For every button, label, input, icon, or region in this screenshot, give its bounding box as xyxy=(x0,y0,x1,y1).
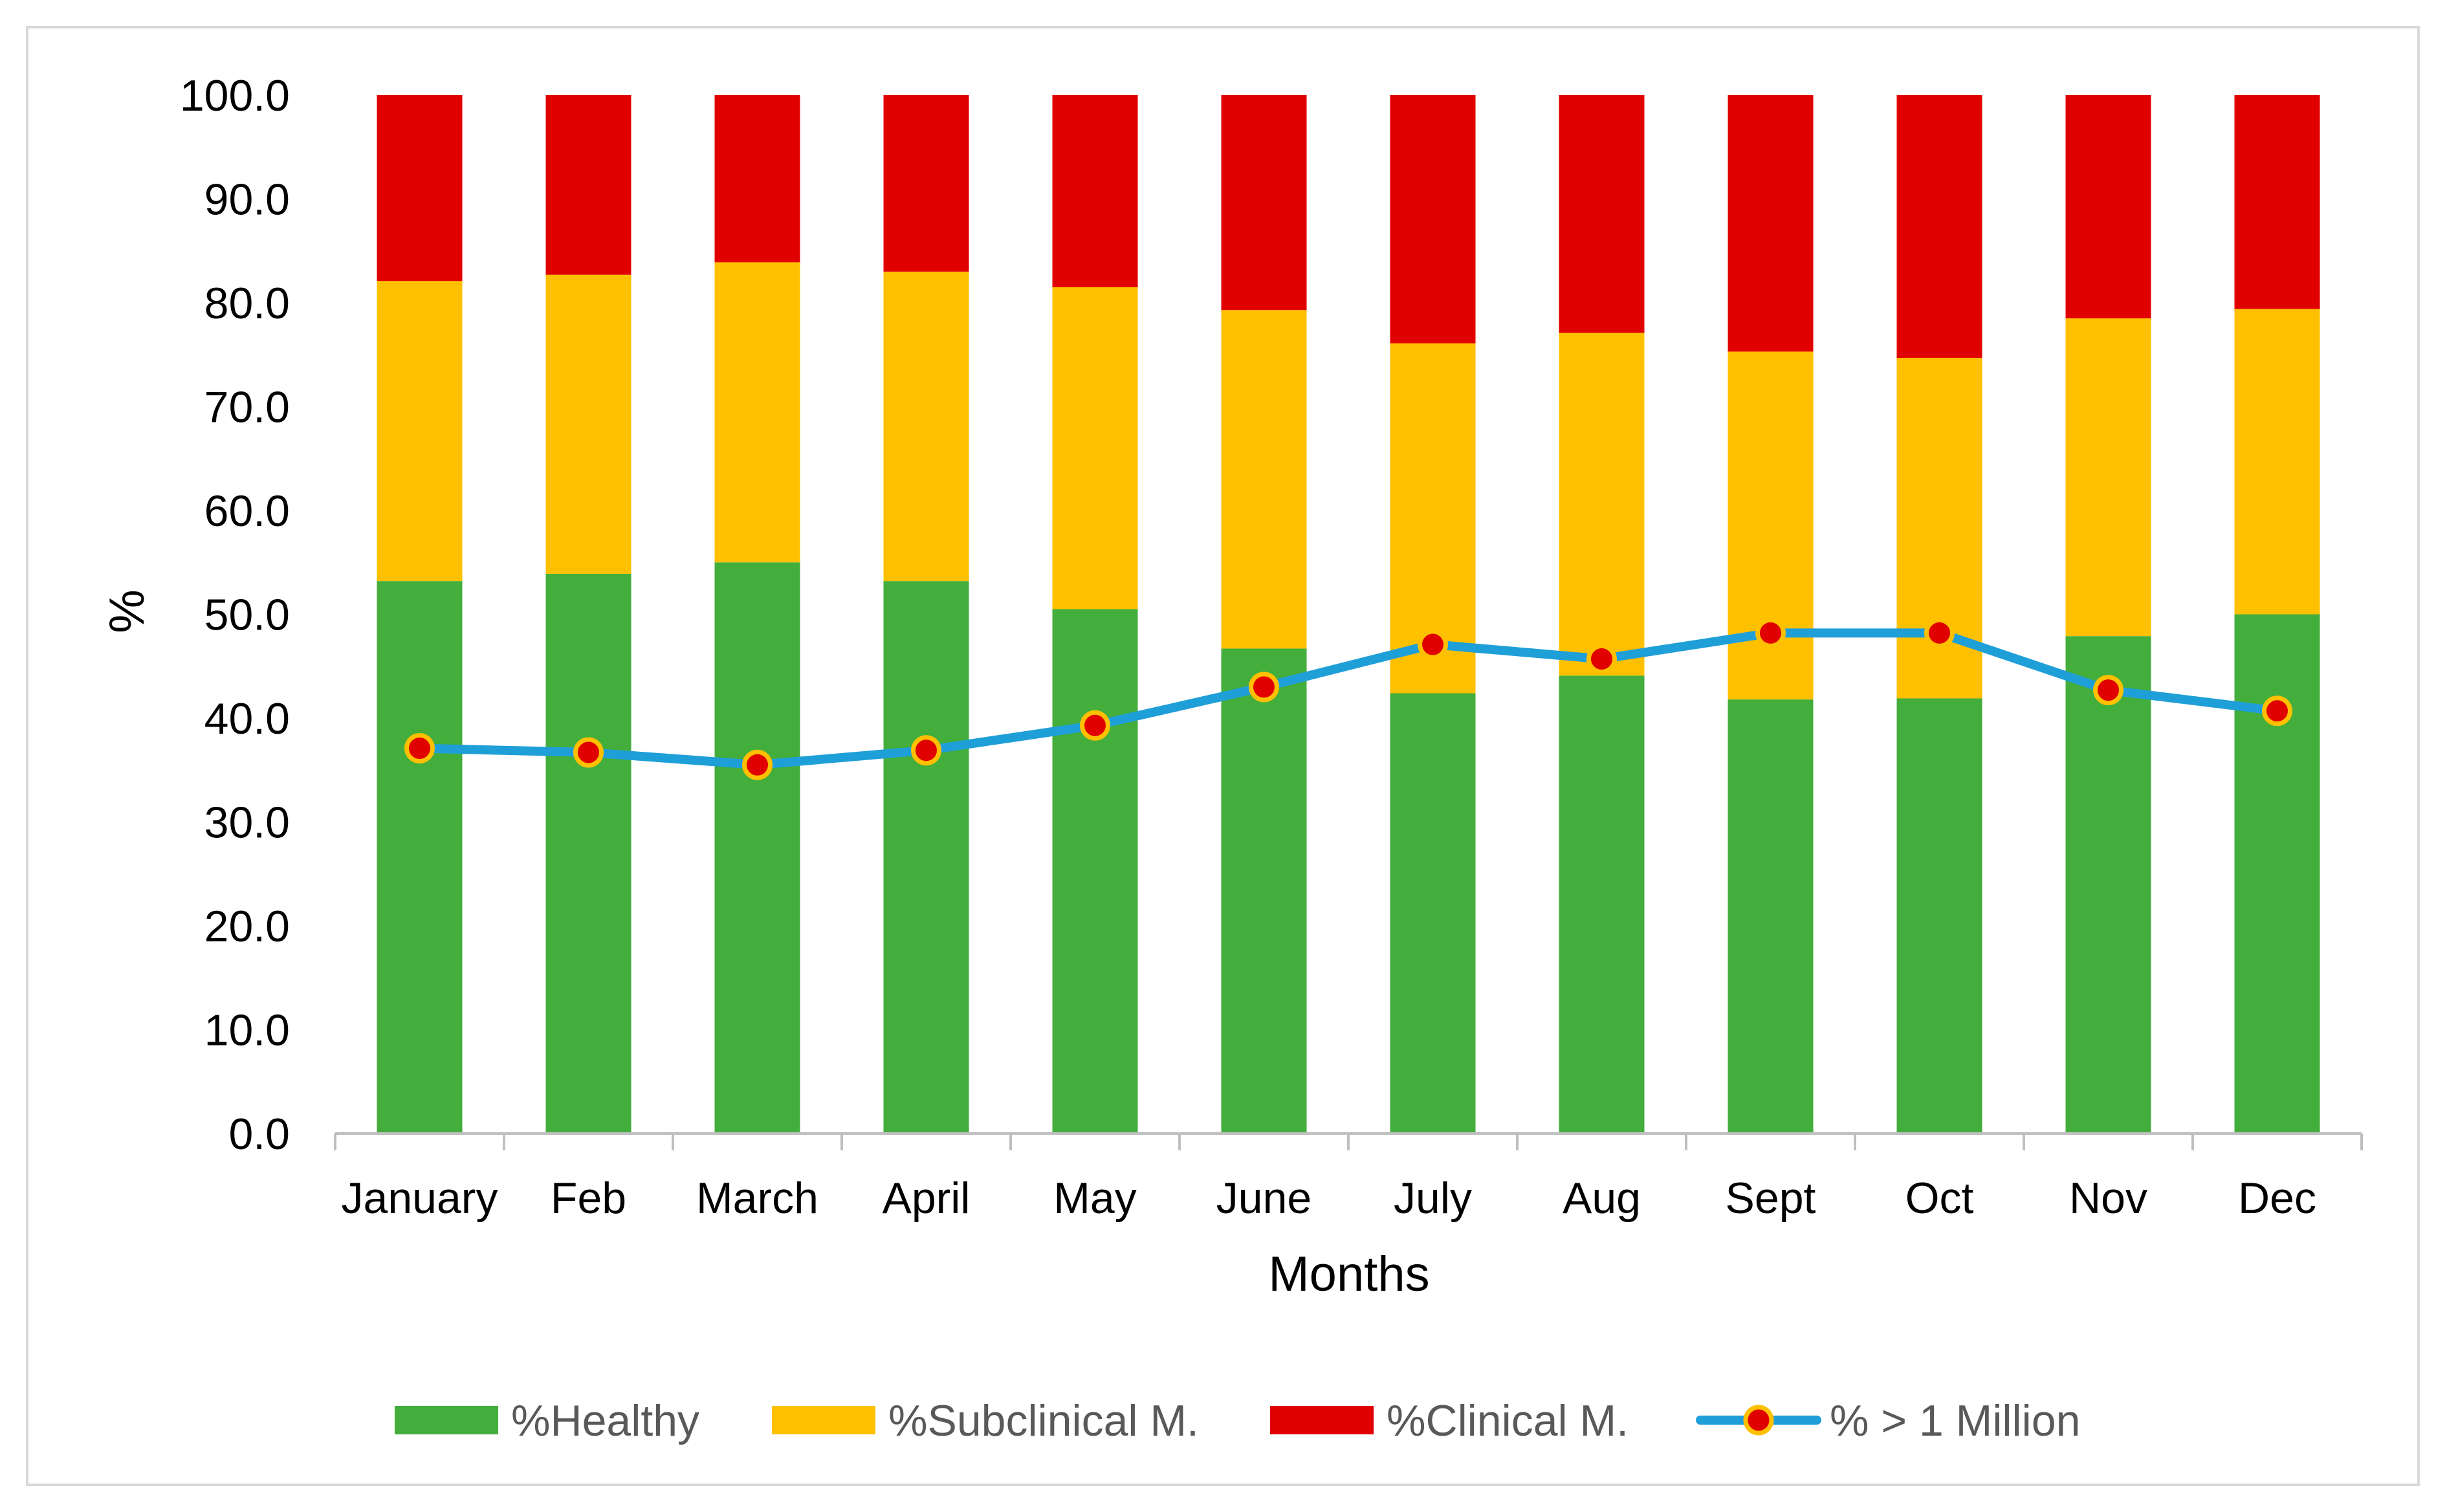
legend-label-1-million: % > 1 Million xyxy=(1830,1396,2080,1445)
x-tick-label-april: April xyxy=(882,1174,970,1223)
bar-clinical-m-may xyxy=(1052,95,1138,287)
legend-swatch-healthy xyxy=(395,1406,498,1434)
y-tick-label: 0.0 xyxy=(228,1110,290,1159)
bar-subclinical-m-march xyxy=(714,262,800,563)
bar-subclinical-m-april xyxy=(883,271,969,582)
bar-healthy-may xyxy=(1052,609,1138,1134)
y-tick-label: 90.0 xyxy=(204,175,290,225)
bar-healthy-feb xyxy=(545,573,631,1134)
x-tick-label-july: July xyxy=(1394,1174,1472,1223)
bar-clinical-m-july xyxy=(1390,95,1476,344)
x-tick-label-feb: Feb xyxy=(551,1174,626,1223)
bar-healthy-sept xyxy=(1728,699,1814,1134)
marker-1-million-nov xyxy=(2093,675,2123,706)
y-tick-label: 70.0 xyxy=(204,383,290,432)
y-tick-label: 40.0 xyxy=(204,694,290,743)
y-tick-label: 20.0 xyxy=(204,902,290,951)
bar-healthy-oct xyxy=(1896,698,1982,1134)
bar-clinical-m-oct xyxy=(1896,95,1982,358)
bar-subclinical-m-january xyxy=(377,281,463,582)
legend: %Healthy %Subclinical M. %Clinical M. % > 1… xyxy=(395,1396,2080,1445)
x-tick-label-nov: Nov xyxy=(2069,1174,2147,1223)
legend-marker-1-million xyxy=(1743,1405,1774,1436)
bars-layer xyxy=(377,95,2320,1134)
line-1-million xyxy=(415,628,2282,770)
axes-layer xyxy=(334,1132,2363,1150)
marker-1-million-july xyxy=(1418,629,1448,660)
bar-clinical-m-january xyxy=(377,95,463,281)
bar-healthy-january xyxy=(377,581,463,1134)
marker-1-million-april xyxy=(911,735,941,766)
bar-subclinical-m-feb xyxy=(545,274,631,574)
marker-1-million-dec xyxy=(2262,696,2292,727)
bar-healthy-aug xyxy=(1559,675,1645,1134)
marker-1-million-may xyxy=(1080,710,1110,741)
x-tick-label-march: March xyxy=(696,1174,818,1223)
bar-subclinical-m-nov xyxy=(2065,318,2151,637)
y-axis-title: % xyxy=(100,589,155,633)
bar-healthy-dec xyxy=(2234,614,2320,1134)
legend-label-clinical-m: %Clinical M. xyxy=(1387,1396,1629,1445)
y-tick-label: 30.0 xyxy=(204,798,290,848)
x-tick-label-dec: Dec xyxy=(2238,1174,2316,1223)
y-tick-label: 100.0 xyxy=(180,71,290,120)
bar-subclinical-m-june xyxy=(1221,310,1307,649)
bar-clinical-m-nov xyxy=(2065,95,2151,319)
x-tick-label-june: June xyxy=(1216,1174,1311,1223)
legend-swatch-clinical-m xyxy=(1270,1406,1374,1434)
y-tick-label: 80.0 xyxy=(204,279,290,328)
bar-clinical-m-june xyxy=(1221,95,1307,311)
tick-labels-layer: 0.0 10.0 20.0 30.0 40.0 50.0 60.0 70.0 80.0 90.0 1… xyxy=(180,71,2316,1223)
y-tick-label: 10.0 xyxy=(204,1006,290,1055)
x-tick-label-sept: Sept xyxy=(1726,1174,1816,1223)
marker-1-million-march xyxy=(742,749,773,780)
marker-1-million-june xyxy=(1249,672,1279,703)
marker-1-million-oct xyxy=(1924,617,1955,648)
marker-1-million-sept xyxy=(1755,617,1786,648)
marker-1-million-feb xyxy=(573,737,604,768)
bar-subclinical-m-may xyxy=(1052,287,1138,609)
bar-clinical-m-aug xyxy=(1559,95,1645,333)
bar-subclinical-m-aug xyxy=(1559,333,1645,676)
bar-healthy-nov xyxy=(2065,636,2151,1134)
x-tick-label-oct: Oct xyxy=(1905,1174,1974,1223)
x-tick-label-january: January xyxy=(342,1174,498,1223)
y-tick-label: 60.0 xyxy=(204,487,290,536)
legend-label-healthy: %Healthy xyxy=(511,1396,699,1445)
y-tick-label: 50.0 xyxy=(204,591,290,640)
line-layer xyxy=(404,617,2292,780)
bar-clinical-m-dec xyxy=(2234,95,2320,309)
chart-frame xyxy=(26,26,2420,1486)
bar-healthy-june xyxy=(1221,648,1307,1134)
bar-healthy-july xyxy=(1390,693,1476,1134)
bar-healthy-april xyxy=(883,581,969,1134)
marker-1-million-aug xyxy=(1586,644,1617,675)
x-axis-title: Months xyxy=(1268,1247,1429,1302)
bar-clinical-m-april xyxy=(883,95,969,272)
bar-healthy-march xyxy=(714,562,800,1134)
bar-subclinical-m-dec xyxy=(2234,309,2320,615)
legend-label-subclinical-m: %Subclinical M. xyxy=(888,1396,1199,1445)
x-tick-label-may: May xyxy=(1053,1174,1136,1223)
marker-1-million-january xyxy=(404,733,435,764)
bar-clinical-m-march xyxy=(714,95,800,263)
bar-clinical-m-feb xyxy=(545,95,631,275)
bar-clinical-m-sept xyxy=(1728,95,1814,352)
x-tick-label-aug: Aug xyxy=(1563,1174,1641,1223)
legend-swatch-subclinical-m xyxy=(772,1406,875,1434)
